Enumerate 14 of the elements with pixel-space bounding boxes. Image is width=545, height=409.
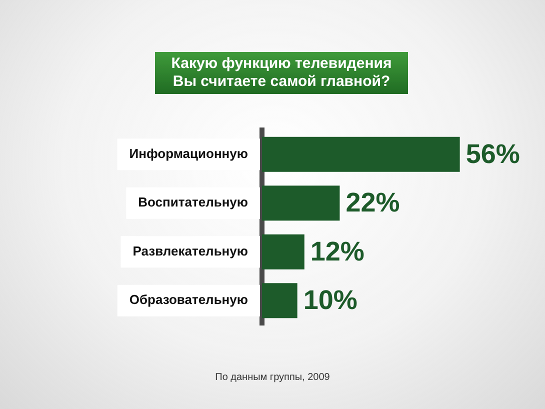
bar [262, 283, 298, 318]
bar [262, 234, 304, 270]
data-label: 10% [303, 285, 358, 316]
y-tick-label: Развлекательную [132, 243, 248, 258]
bar [262, 186, 340, 221]
data-label: 56% [466, 138, 520, 169]
data-label: 22% [346, 188, 400, 218]
y-tick-label: Образовательную [129, 292, 248, 308]
y-tick-label: Воспитательную [138, 194, 248, 210]
text: По данным группы, 2009 [214, 372, 331, 383]
data-label: 12% [310, 236, 364, 266]
chart-title: Какую функцию телевидения Вы считаете самой главной? [155, 52, 408, 94]
y-tick-label: Информационную [129, 146, 248, 161]
bar [262, 136, 460, 172]
